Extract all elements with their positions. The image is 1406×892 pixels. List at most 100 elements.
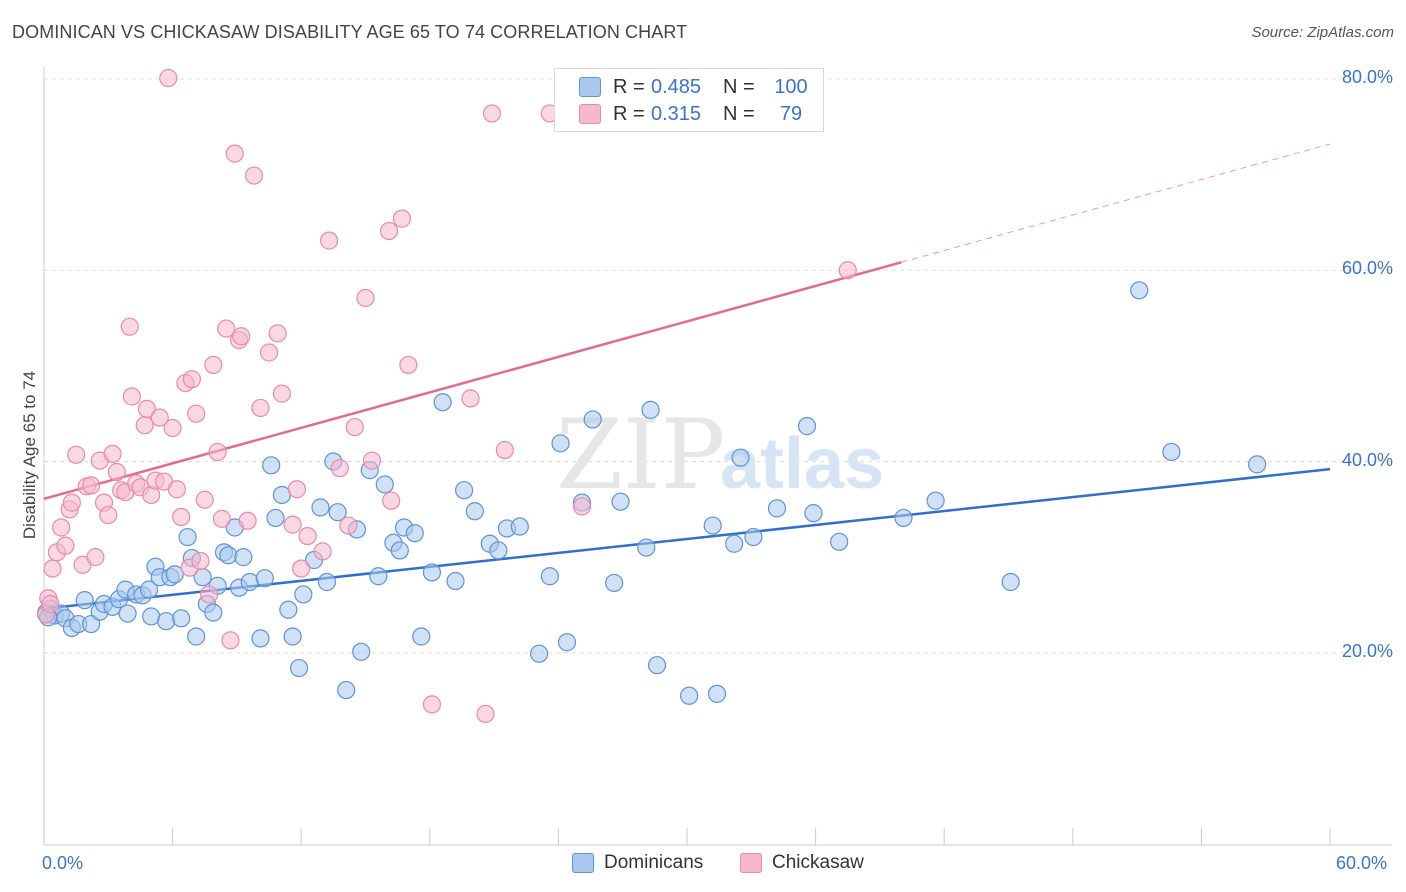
point-chickasaw (182, 370, 201, 389)
point-chickasaw (137, 399, 156, 419)
point-dominican (680, 686, 699, 705)
legend-n-label: N = (723, 75, 755, 98)
point-dominican (422, 563, 442, 582)
x-tick-label-min: 0.0% (42, 853, 84, 873)
point-chickasaw (298, 526, 317, 546)
trend-line-extension-chickasaw (901, 143, 1331, 263)
legend-row-dominicans: R = 0.485 N = 100 (579, 75, 821, 99)
point-chickasaw (482, 104, 502, 123)
point-dominican (75, 591, 94, 610)
point-dominican (446, 571, 465, 591)
y-tick-label: 80.0% (1341, 67, 1393, 87)
legend-r-label: R = (613, 102, 645, 125)
point-dominican (139, 580, 159, 599)
point-chickasaw (99, 505, 118, 525)
point-dominican (187, 627, 206, 646)
point-dominican (82, 614, 101, 634)
bottom-legend-dominicans[interactable]: Dominicans (572, 852, 703, 874)
legend-swatch-pink (579, 104, 601, 124)
legend-r-label: R = (613, 75, 645, 98)
point-dominican (279, 600, 298, 619)
point-chickasaw (62, 493, 81, 512)
point-dominican (647, 656, 667, 675)
grid-lines (44, 78, 1392, 654)
point-chickasaw (399, 355, 418, 375)
point-dominican (255, 569, 274, 588)
y-axis-label: Disability Age 65 to 74 (20, 370, 39, 540)
point-chickasaw (82, 476, 101, 495)
point-chickasaw (120, 317, 139, 336)
bottom-legend-chickasaw[interactable]: Chickasaw (740, 852, 864, 874)
point-dominican (1248, 455, 1267, 474)
trend-lines (43, 143, 1331, 611)
point-chickasaw (86, 548, 105, 567)
legend-swatch-blue (579, 77, 601, 97)
point-chickasaw (212, 509, 231, 528)
point-dominican (611, 492, 630, 511)
legend-n-label: N = (723, 102, 755, 125)
point-dominican (289, 658, 309, 678)
point-chickasaw (362, 451, 382, 470)
point-dominican (605, 573, 624, 593)
point-chickasaw (217, 319, 236, 338)
y-tick-label: 40.0% (1341, 449, 1393, 470)
point-chickasaw (122, 387, 141, 406)
legend-swatch-pink (740, 853, 762, 873)
point-dominican (369, 567, 388, 586)
point-chickasaw (345, 417, 364, 437)
point-dominican (583, 410, 602, 429)
point-chickasaw (268, 324, 287, 343)
x-tick-label-max: 60.0% (1336, 853, 1388, 873)
point-chickasaw (382, 491, 401, 510)
point-chickasaw (43, 559, 62, 578)
legend-n-value: 100 (774, 75, 808, 98)
point-chickasaw (238, 511, 257, 530)
point-chickasaw (221, 631, 240, 650)
point-chickasaw (572, 497, 592, 516)
point-chickasaw (52, 518, 71, 537)
point-chickasaw (225, 144, 244, 163)
point-chickasaw (244, 166, 264, 185)
point-chickasaw (56, 536, 75, 555)
point-chickasaw (167, 480, 186, 499)
point-chickasaw (232, 327, 251, 346)
point-dominican (551, 434, 570, 453)
point-dominican (767, 499, 787, 518)
point-dominican (433, 393, 452, 412)
point-dominican (178, 527, 197, 547)
point-dominican (262, 456, 281, 475)
point-chickasaw (283, 515, 302, 534)
point-chickasaw (103, 444, 122, 463)
point-dominican (830, 532, 849, 551)
point-dominican (234, 548, 253, 567)
chart-title: DOMINICAN VS CHICKASAW DISABILITY AGE 65… (12, 22, 688, 42)
point-dominican (557, 633, 577, 652)
point-dominican (489, 541, 508, 560)
point-chickasaw (356, 288, 375, 308)
point-chickasaw (208, 442, 227, 462)
legend-r-value: 0.315 (651, 102, 702, 125)
point-dominican (405, 524, 424, 543)
point-dominican (703, 516, 722, 535)
legend-label-dominicans: Dominicans (604, 852, 704, 873)
point-dominican (641, 400, 660, 419)
point-chickasaw (67, 445, 86, 464)
point-dominican (240, 572, 259, 592)
point-dominican (294, 585, 313, 604)
point-dominican (797, 417, 817, 436)
point-dominican (637, 538, 656, 557)
legend-n-value: 79 (779, 102, 803, 125)
y-tick-label: 20.0% (1341, 640, 1393, 661)
point-dominican (731, 448, 750, 467)
point-dominican (530, 644, 549, 663)
point-chickasaw (392, 209, 412, 228)
source-credit: Source: ZipAtlas.com (1251, 24, 1394, 41)
point-dominican (142, 607, 161, 626)
point-dominican (219, 546, 238, 565)
point-dominican (744, 527, 763, 547)
point-dominican (352, 642, 371, 661)
point-chickasaw (422, 695, 442, 714)
point-dominican (317, 572, 337, 592)
point-chickasaw (159, 68, 178, 88)
